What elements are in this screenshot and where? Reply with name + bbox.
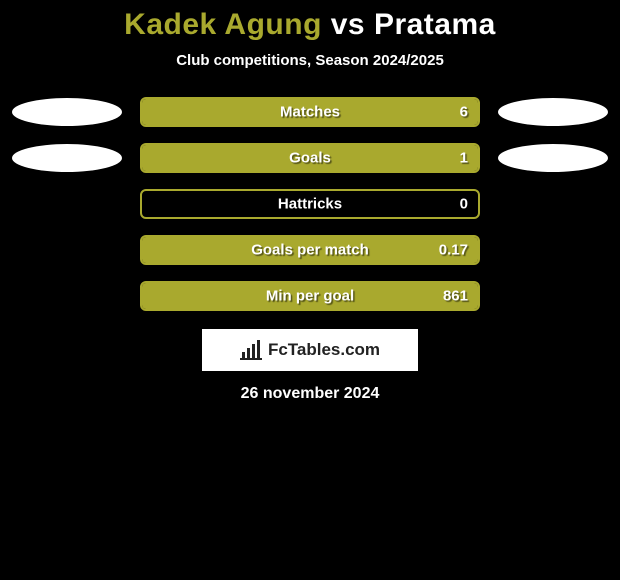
- stat-row: Matches 6: [0, 97, 620, 127]
- stat-bar: Matches 6: [140, 97, 480, 127]
- stat-value: 1: [460, 150, 468, 167]
- spacer: [12, 190, 122, 218]
- stat-value: 861: [443, 288, 468, 305]
- title-left: Kadek Agung: [124, 8, 322, 41]
- stat-bar: Hattricks 0: [140, 189, 480, 219]
- stat-row: Min per goal 861: [0, 281, 620, 311]
- comparison-infographic: Kadek Agung vs Pratama Club competitions…: [0, 0, 620, 403]
- date-label: 26 november 2024: [0, 385, 620, 403]
- player-right-marker: [498, 144, 608, 172]
- player-left-marker: [12, 98, 122, 126]
- stat-bar: Goals per match 0.17: [140, 235, 480, 265]
- title-right: Pratama: [374, 8, 496, 41]
- spacer: [12, 282, 122, 310]
- brand-text: FcTables.com: [268, 340, 380, 360]
- player-left-marker: [12, 144, 122, 172]
- title-vs: vs: [322, 8, 374, 41]
- player-right-marker: [498, 98, 608, 126]
- spacer: [498, 236, 608, 264]
- stat-value: 0: [460, 196, 468, 213]
- stat-row: Hattricks 0: [0, 189, 620, 219]
- stat-label: Min per goal: [266, 288, 354, 305]
- stat-label: Hattricks: [278, 196, 342, 213]
- stat-value: 0.17: [439, 242, 468, 259]
- stat-label: Matches: [280, 104, 340, 121]
- stat-bar: Goals 1: [140, 143, 480, 173]
- stats-list: Matches 6 Goals 1 Hattricks 0 Goals per match 0…: [0, 97, 620, 311]
- bar-chart-icon: [240, 340, 262, 360]
- subtitle: Club competitions, Season 2024/2025: [0, 52, 620, 69]
- stat-row: Goals 1: [0, 143, 620, 173]
- page-title: Kadek Agung vs Pratama: [0, 8, 620, 42]
- stat-label: Goals: [289, 150, 331, 167]
- spacer: [12, 236, 122, 264]
- stat-bar: Min per goal 861: [140, 281, 480, 311]
- spacer: [498, 282, 608, 310]
- stat-row: Goals per match 0.17: [0, 235, 620, 265]
- spacer: [498, 190, 608, 218]
- stat-value: 6: [460, 104, 468, 121]
- brand-box: FcTables.com: [202, 329, 418, 371]
- stat-label: Goals per match: [251, 242, 369, 259]
